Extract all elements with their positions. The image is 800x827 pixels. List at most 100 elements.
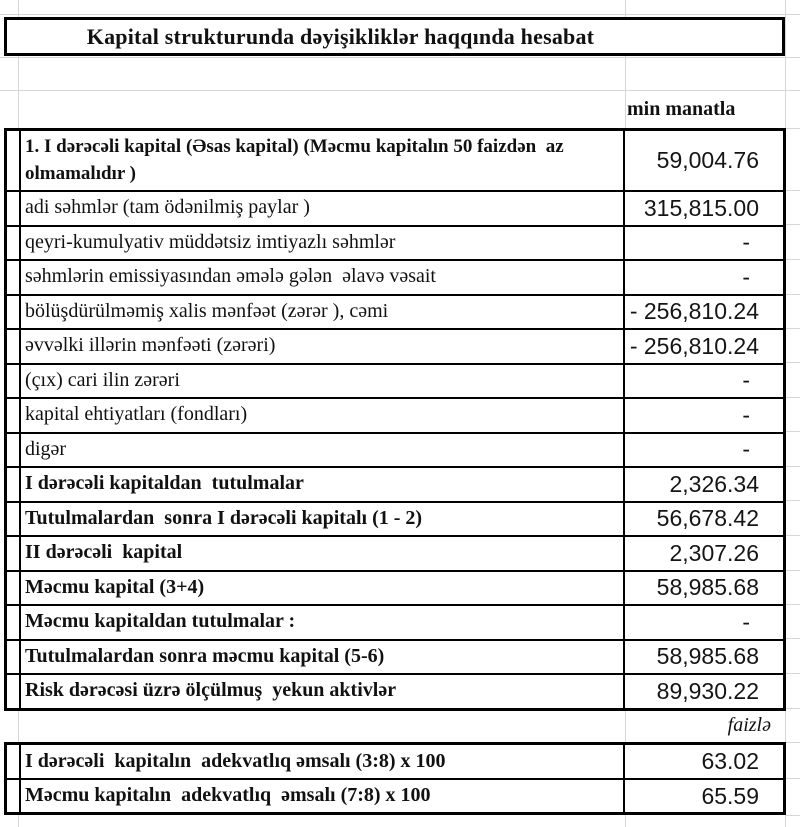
gridline [786, 224, 800, 225]
row-label: kapital ehtiyatları (fondları) [25, 403, 248, 426]
row-value: 2,326.34 [669, 470, 759, 497]
table-row: (çıx) cari ilin zərəri - [7, 362, 783, 398]
row-label: səhmlərin emissiyasından əmələ gələn əla… [25, 265, 436, 288]
row-value-cell: 56,678.42 [623, 502, 783, 535]
table-row: kapital ehtiyatları (fondları) - [7, 397, 783, 432]
gridline [786, 638, 800, 639]
gridline [786, 604, 800, 605]
row-label-cell: Məcmu kapital (3+4) [21, 572, 623, 605]
row-label-cell: bölüşdürülməmiş xalis mənfəət (zərər ), … [21, 296, 623, 329]
row-label-cell: əvvəlki illərin mənfəəti (zərəri) [21, 330, 623, 363]
row-spacer-cell [7, 780, 21, 812]
table-row: Tutulmalardan sonra I dərəcəli kapitalı … [7, 500, 783, 535]
row-value-cell: 315,815.00 [623, 192, 783, 225]
gridline [786, 742, 800, 743]
gridline [786, 708, 800, 709]
table-row: qeyri-kumulyativ müddətsiz imtiyazlı səh… [7, 224, 783, 260]
gridline [786, 128, 800, 129]
row-label-cell: I dərəcəli kapitaldan tutulmalar [21, 468, 623, 501]
row-label-cell: I dərəcəli kapitalın adekvatlıq əmsalı (… [21, 745, 623, 778]
gridline [786, 815, 800, 816]
gridline [786, 362, 800, 363]
table-row: 1. I dərəcəli kapital (Əsas kapital) (Mə… [7, 131, 783, 190]
row-value: - 256,810.24 [629, 332, 759, 359]
row-spacer-cell [7, 640, 21, 673]
gridline [786, 294, 800, 295]
row-label-cell: II dərəcəli kapital [21, 537, 623, 570]
row-label-cell: Risk dərəcəsi üzrə ölçülmuş yekun aktivl… [21, 675, 623, 708]
row-label: qeyri-kumulyativ müddətsiz imtiyazlı səh… [25, 230, 396, 253]
row-value-cell: - 256,810.24 [623, 330, 783, 363]
table-row: II dərəcəli kapital 2,307.26 [7, 535, 783, 570]
row-value-cell: - [623, 226, 783, 259]
gridline [786, 570, 800, 571]
row-label: Risk dərəcəsi üzrə ölçülmuş yekun aktivl… [25, 679, 397, 702]
row-label: 1. I dərəcəli kapital (Əsas kapital) (Mə… [25, 136, 564, 184]
row-value-cell: 58,985.68 [623, 571, 783, 604]
row-value: - [742, 263, 750, 290]
row-value: - [742, 436, 750, 463]
row-label: I dərəcəli kapitalın adekvatlıq əmsalı (… [25, 749, 446, 772]
table-row: I dərəcəli kapitaldan tutulmalar 2,326.3… [7, 466, 783, 501]
row-value-cell: - [623, 399, 783, 432]
row-label: bölüşdürülməmiş xalis mənfəət (zərər ), … [25, 299, 389, 322]
row-spacer-cell [7, 295, 21, 328]
table-row: digər - [7, 431, 783, 466]
row-label-cell: adi səhmlər (tam ödənilmiş paylar ) [21, 192, 623, 225]
gridline [0, 57, 800, 58]
row-label: Məcmu kapitaldan tutulmalar : [25, 610, 296, 633]
row-value: - [742, 608, 750, 635]
row-value: 63.02 [701, 748, 759, 774]
row-label-cell: qeyri-kumulyativ müddətsiz imtiyazlı səh… [21, 227, 623, 260]
table-row: səhmlərin emissiyasından əmələ gələn əla… [7, 259, 783, 294]
row-label-cell: səhmlərin emissiyasından əmələ gələn əla… [21, 261, 623, 294]
row-spacer-cell [7, 502, 21, 535]
row-label-cell: Məcmu kapitaldan tutulmalar : [21, 606, 623, 639]
table-row: adi səhmlər (tam ödənilmiş paylar ) 315,… [7, 190, 783, 225]
row-spacer-cell [7, 468, 21, 501]
table-row: Risk dərəcəsi üzrə ölçülmuş yekun aktivl… [7, 673, 783, 708]
gridline [0, 90, 800, 91]
gridline [786, 259, 800, 260]
row-spacer-cell [7, 226, 21, 259]
row-label: Tutulmalardan sonra məcmu kapital (5-6) [25, 644, 385, 667]
table-row: Məcmu kapital (3+4) 58,985.68 [7, 569, 783, 605]
gridline [786, 328, 800, 329]
row-value: 58,985.68 [656, 574, 759, 601]
row-value-cell: - 256,810.24 [623, 295, 783, 328]
row-value: 2,307.26 [669, 539, 759, 566]
row-label: I dərəcəli kapitaldan tutulmalar [25, 472, 304, 495]
percent-note: faizlə [727, 713, 771, 736]
unit-note: min manatla [627, 97, 736, 120]
row-label: Məcmu kapital (3+4) [25, 575, 205, 598]
capital-table: 1. I dərəcəli kapital (Əsas kapital) (Mə… [4, 128, 786, 711]
row-value-cell: 63.02 [623, 745, 783, 778]
row-spacer-cell [7, 261, 21, 294]
row-value: - [742, 367, 750, 394]
row-label-cell: Tutulmalardan sonra məcmu kapital (5-6) [21, 641, 623, 674]
row-spacer-cell [7, 131, 21, 190]
row-label-cell: kapital ehtiyatları (fondları) [21, 399, 623, 432]
ratio-table: I dərəcəli kapitalın adekvatlıq əmsalı (… [4, 742, 786, 815]
row-value-cell: - [623, 433, 783, 466]
table-row: Məcmu kapitaldan tutulmalar : - [7, 604, 783, 639]
row-spacer-cell [7, 675, 21, 708]
gridline [786, 778, 800, 779]
row-spacer-cell [7, 399, 21, 432]
row-value: 65.59 [701, 782, 759, 809]
table-row: bölüşdürülməmiş xalis mənfəət (zərər ), … [7, 293, 783, 329]
row-value: 59,004.76 [656, 147, 759, 173]
row-label: adi səhmlər (tam ödənilmiş paylar ) [25, 196, 310, 219]
row-value-cell: - [623, 606, 783, 639]
report-title-box: Kapital strukturunda dəyişikliklər haqqı… [4, 17, 785, 56]
row-spacer-cell [7, 745, 21, 778]
row-label-cell: (çıx) cari ilin zərəri [21, 365, 623, 398]
gridline [786, 466, 800, 467]
row-value-cell: 2,307.26 [623, 537, 783, 570]
row-spacer-cell [7, 364, 21, 397]
row-label: əvvəlki illərin mənfəəti (zərəri) [25, 334, 276, 357]
row-label: Tutulmalardan sonra I dərəcəli kapitalı … [25, 506, 423, 529]
row-value-cell: 65.59 [623, 780, 783, 812]
row-value: 89,930.22 [656, 677, 759, 704]
